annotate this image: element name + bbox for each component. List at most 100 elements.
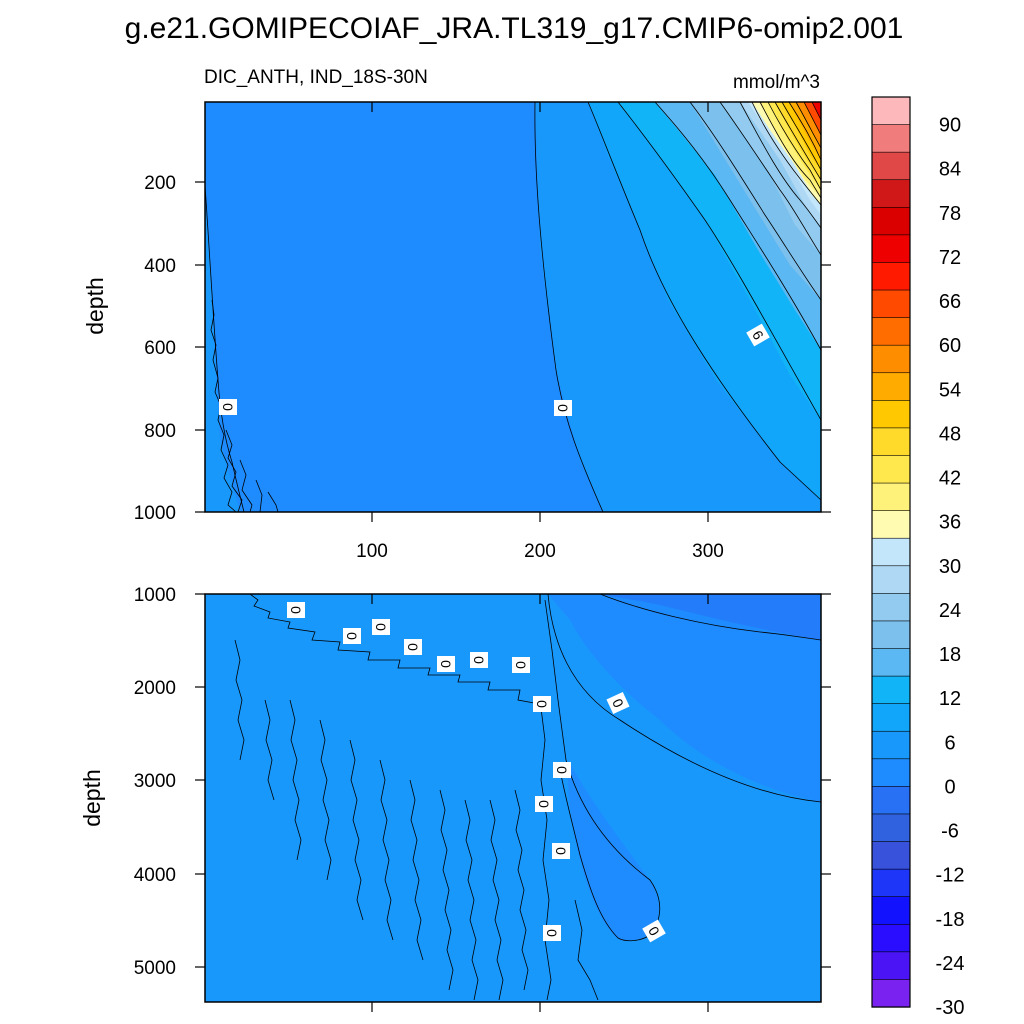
top-plot-frame [204,101,822,513]
colorbar-label: -24 [936,953,965,975]
colorbar-label: 0 [944,776,955,798]
top-ytick-labels: 200 400 600 800 1000 [134,173,176,524]
colorbar-swatch [871,813,911,843]
colorbar-label: -12 [936,865,965,887]
top-plot-area [204,101,822,513]
colorbar-label: 78 [939,203,961,225]
bottom-plot-area [205,593,822,1002]
colorbar: 908478726660544842363024181260-6-12-18-2… [871,96,965,1019]
colorbar-label: 12 [939,688,961,710]
colorbar-swatch [871,179,911,208]
colorbar-labels: 908478726660544842363024181260-6-12-18-2… [936,115,965,1019]
colorbar-label: 54 [939,379,961,401]
top-contour-lines [204,101,822,513]
contour-label: 0 [555,404,571,412]
colorbar-swatch [871,786,911,815]
xtick-label: 300 [692,541,724,562]
ytick-label: 2000 [134,678,176,699]
colorbar-label: 72 [939,247,961,269]
contour-label: 0 [373,623,389,631]
top-ytick-marks [195,181,831,513]
colorbar-swatches [871,96,911,1008]
colorbar-label: 60 [939,335,961,357]
colorbar-swatch [871,482,911,512]
colorbar-label: 6 [944,732,955,754]
colorbar-swatch [871,455,911,484]
colorbar-swatch [871,317,911,346]
colorbar-label: 42 [939,468,961,490]
colorbar-swatch [871,675,911,705]
colorbar-label: 24 [939,600,961,622]
colorbar-label: -6 [941,821,959,843]
ytick-label: 400 [144,256,176,277]
colorbar-label: 18 [939,644,961,666]
ytick-label: 5000 [134,958,176,979]
bottom-ytick-labels: 1000 2000 3000 4000 5000 [134,585,176,979]
colorbar-swatch [871,593,911,622]
colorbar-swatch [871,400,911,429]
top-fill-zero-region [205,102,240,512]
ytick-label: 800 [144,421,176,442]
contour-label: 0 [405,643,421,651]
ytick-label: 3000 [134,771,176,792]
colorbar-frame [871,96,911,1008]
colorbar-swatch [871,648,911,677]
colorbar-swatch [871,703,911,732]
top-ylabel: depth [82,277,108,335]
contour-label: 0 [288,606,304,614]
colorbar-label: 36 [939,512,961,534]
ytick-label: 200 [144,173,176,194]
colorbar-swatch [871,730,911,760]
colorbar-swatch [871,262,911,291]
colorbar-swatch [871,868,911,898]
top-panel: DIC_ANTH, IND_18S-30N mmol/m^3 depth [82,67,831,562]
colorbar-label: 30 [939,556,961,578]
contour-label: 0 [544,929,560,937]
contour-label: 0 [471,656,487,664]
colorbar-swatch [871,151,911,181]
contour-label: 0 [513,661,529,669]
ytick-label: 1000 [134,503,176,524]
bottom-ytick-marks [195,593,831,968]
top-subtitle-right: mmol/m^3 [733,72,820,93]
figure-title: g.e21.GOMIPECOIAF_JRA.TL319_g17.CMIP6-om… [125,12,904,45]
ytick-label: 4000 [134,865,176,886]
ytick-label: 600 [144,338,176,359]
contour-label: 0 [536,800,552,808]
bottom-xtick-marks [371,594,709,1012]
ytick-label: 1000 [134,585,176,606]
colorbar-label: -30 [936,997,965,1019]
contour-label: 0 [220,403,236,411]
bottom-contour-labels: 0 0 0 0 0 0 0 0 0 0 0 0 0 0 [287,602,666,943]
top-xtick-labels: 100 200 300 [356,541,724,562]
colorbar-swatch [871,620,911,650]
contour-label: 0 [553,847,569,855]
colorbar-swatch [871,979,911,1008]
bottom-fill-neg-region [548,594,821,802]
colorbar-swatch [871,896,911,925]
colorbar-swatch [871,510,911,539]
colorbar-swatch [871,537,911,567]
colorbar-label: 84 [939,159,961,181]
bottom-fill-neg-band-2 [600,594,821,640]
colorbar-swatch [871,923,911,953]
colorbar-swatch [871,234,911,264]
xtick-label: 100 [356,541,388,562]
colorbar-swatch [871,427,911,457]
colorbar-label: 90 [939,115,961,137]
colorbar-swatch [871,124,911,153]
top-xtick-marks [371,102,709,522]
colorbar-swatch [871,289,911,319]
colorbar-swatch [871,207,911,236]
bottom-ylabel: depth [79,769,105,827]
colorbar-swatch [871,951,911,981]
contour-label: 0 [344,632,360,640]
top-contour-labels: 0 0 6 [219,323,770,416]
xtick-label: 200 [524,541,556,562]
contour-label: 0 [438,660,454,668]
colorbar-swatch [871,372,911,401]
colorbar-swatch [871,96,911,126]
colorbar-label: 66 [939,291,961,313]
bottom-contour-lines [234,593,822,1001]
